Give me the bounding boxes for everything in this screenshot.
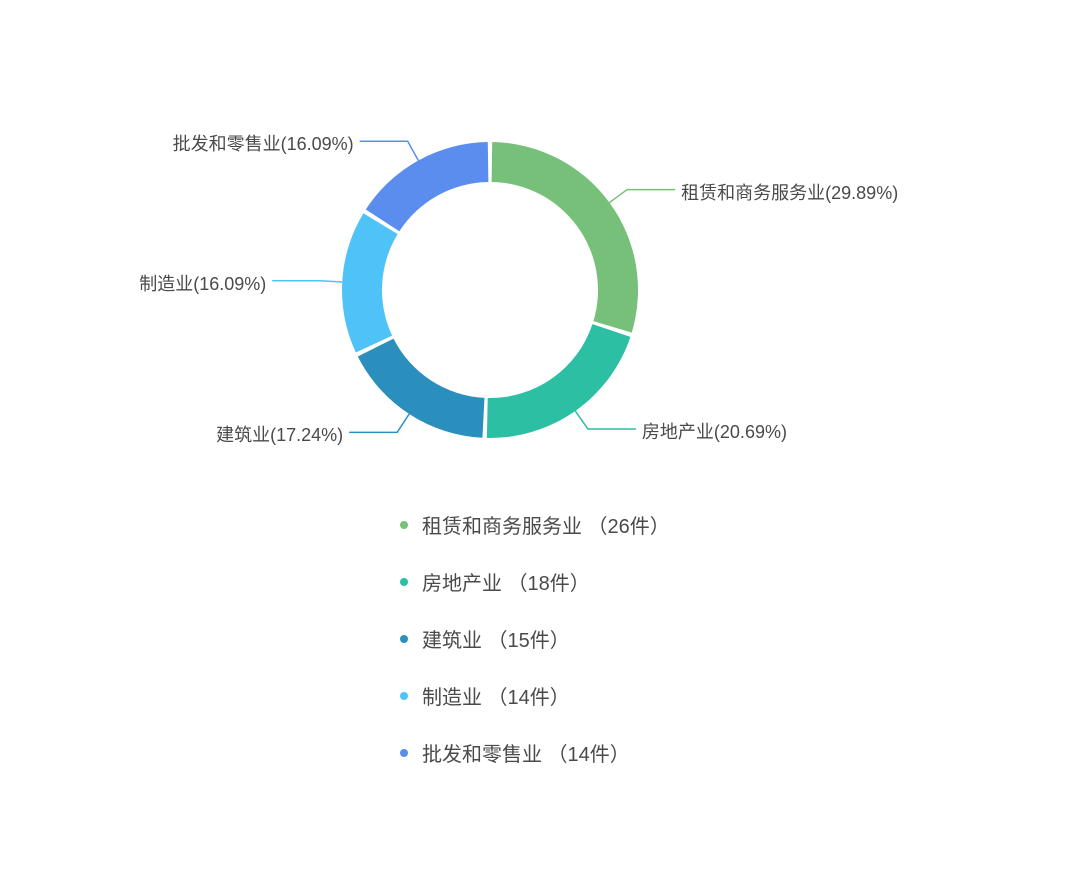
legend-dot-3 xyxy=(400,692,408,700)
legend-item-4: 批发和零售业 （14件） xyxy=(400,738,1080,767)
slice-label-0: 租赁和商务服务业(29.89%) xyxy=(681,179,898,205)
legend-label-0: 租赁和商务服务业 （26件） xyxy=(422,510,670,539)
slice-label-3: 制造业(16.09%) xyxy=(139,270,266,296)
legend-label-3: 制造业 （14件） xyxy=(422,681,570,710)
legend-item-1: 房地产业 （18件） xyxy=(400,567,1080,596)
legend-label-1: 房地产业 （18件） xyxy=(422,567,590,596)
leader-lines-svg xyxy=(0,0,1080,510)
legend: 租赁和商务服务业 （26件） 房地产业 （18件） 建筑业 （15件） 制造业 （14… xyxy=(0,510,1080,767)
leader-1 xyxy=(575,411,636,429)
legend-label-4: 批发和零售业 （14件） xyxy=(422,738,630,767)
legend-dot-2 xyxy=(400,635,408,643)
slice-label-2: 建筑业(17.24%) xyxy=(216,421,343,447)
legend-dot-4 xyxy=(400,749,408,757)
legend-dot-0 xyxy=(400,521,408,529)
leader-2 xyxy=(349,414,409,432)
leader-0 xyxy=(609,190,675,203)
leader-3 xyxy=(272,281,342,282)
legend-dot-1 xyxy=(400,578,408,586)
legend-item-3: 制造业 （14件） xyxy=(400,681,1080,710)
legend-item-2: 建筑业 （15件） xyxy=(400,624,1080,653)
legend-item-0: 租赁和商务服务业 （26件） xyxy=(400,510,1080,539)
leader-4 xyxy=(360,141,419,160)
slice-label-1: 房地产业(20.69%) xyxy=(642,418,787,444)
legend-label-2: 建筑业 （15件） xyxy=(422,624,570,653)
donut-chart: 租赁和商务服务业(29.89%) 房地产业(20.69%) 建筑业(17.24%) 制… xyxy=(0,0,1080,510)
slice-label-4: 批发和零售业(16.09%) xyxy=(173,130,354,156)
